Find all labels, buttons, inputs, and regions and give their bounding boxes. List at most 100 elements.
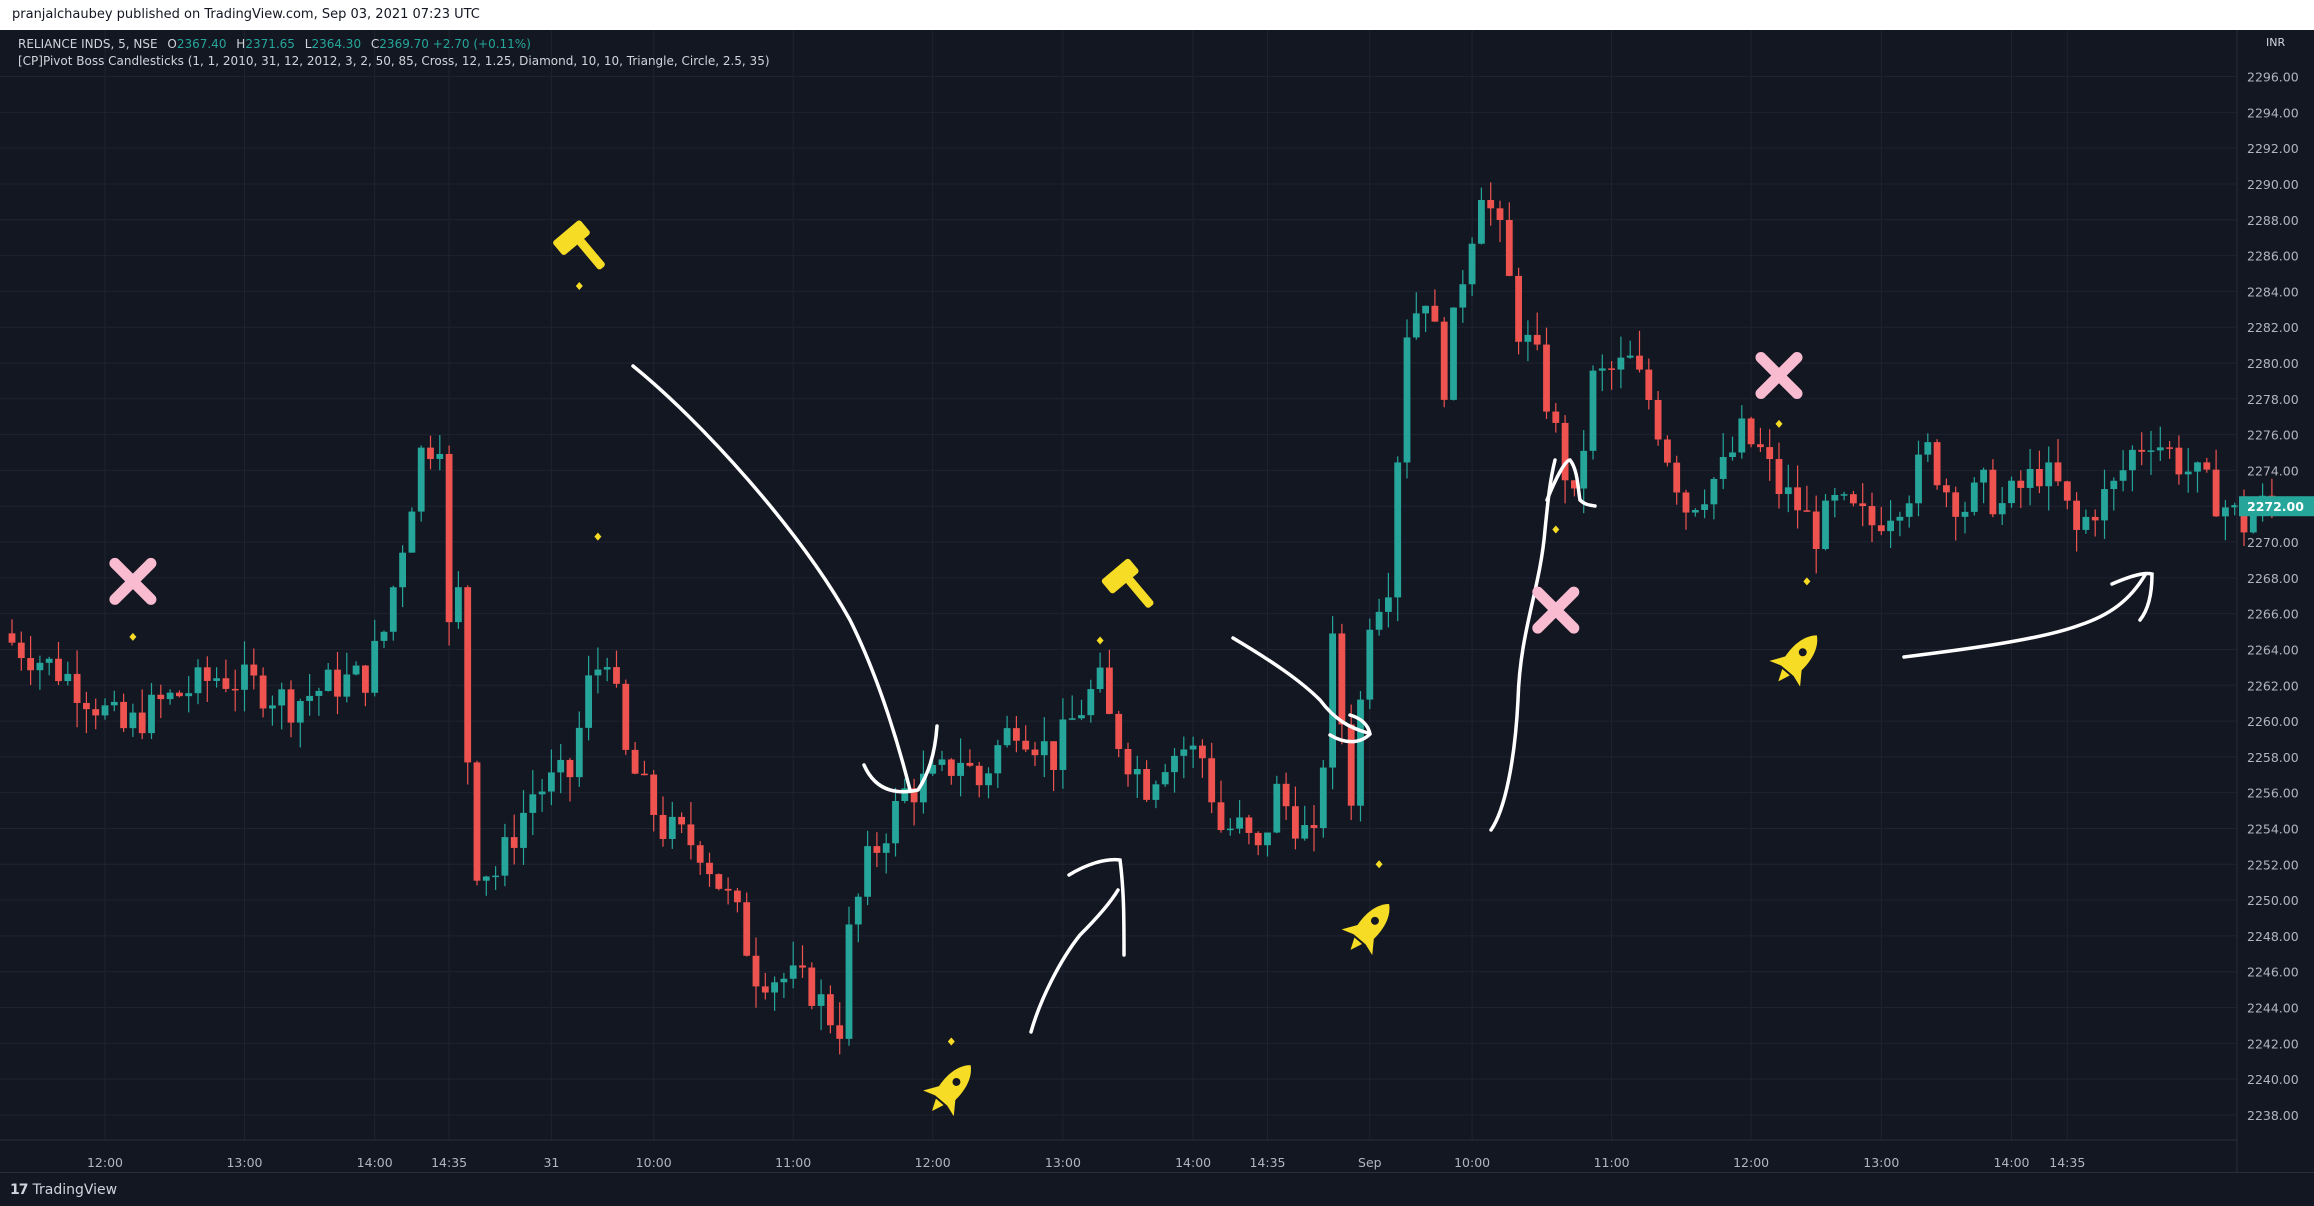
candle xyxy=(464,585,472,785)
candle xyxy=(817,979,825,1031)
cross-marker xyxy=(1755,352,1803,400)
candle xyxy=(259,667,267,718)
arrow-down-1 xyxy=(631,364,912,792)
price-tick-label: 2278.00 xyxy=(2247,392,2299,407)
candle xyxy=(752,937,760,1008)
candle xyxy=(1952,486,1960,541)
candle xyxy=(2166,440,2173,459)
candle xyxy=(1645,358,1653,410)
candle xyxy=(845,906,853,1046)
candle xyxy=(1319,759,1327,838)
diamond-marker xyxy=(1803,577,1811,586)
legend-symbol: RELIANCE INDS, 5, NSE xyxy=(18,37,158,51)
candle xyxy=(296,698,304,748)
time-tick-label: 14:00 xyxy=(1175,1155,1211,1170)
arrow-up-3-head xyxy=(2110,571,2154,622)
candle xyxy=(1133,755,1141,798)
price-tick-label: 2270.00 xyxy=(2247,535,2299,550)
candle xyxy=(1003,715,1011,748)
candle xyxy=(854,893,862,943)
candle xyxy=(1422,305,1429,333)
candle xyxy=(8,619,16,646)
tradingview-logo[interactable]: 17 TradingView xyxy=(10,1182,117,1198)
candle xyxy=(278,682,286,730)
candle xyxy=(380,630,388,648)
footer-bar: 17 TradingView xyxy=(0,1172,2314,1206)
candle xyxy=(1171,748,1178,793)
candle xyxy=(1654,390,1662,446)
candlestick-chart[interactable]: 2238.00 2240.00 2242.00 2244.00 2246.00 2248.… xyxy=(0,30,2314,1172)
cross-marker xyxy=(109,557,157,605)
diamond-marker xyxy=(947,1037,955,1046)
candle xyxy=(2073,492,2080,552)
chart-legend: RELIANCE INDS, 5, NSE O2367.40 H2371.65 … xyxy=(18,37,770,68)
candle xyxy=(2222,500,2229,541)
candle xyxy=(1673,455,1681,505)
candle xyxy=(1877,506,1885,536)
candle xyxy=(315,687,323,716)
price-tick-label: 2264.00 xyxy=(2247,642,2299,657)
candle xyxy=(241,641,248,712)
candle xyxy=(1831,487,1839,518)
candle xyxy=(194,659,202,705)
candle xyxy=(1282,772,1290,820)
cross-marker xyxy=(1532,586,1580,634)
candle xyxy=(1273,775,1281,834)
candles xyxy=(8,182,2276,1055)
candle xyxy=(1292,786,1299,850)
candle xyxy=(1115,710,1123,758)
candle xyxy=(1375,598,1383,636)
candle xyxy=(1589,365,1597,460)
candle xyxy=(64,661,72,686)
price-tick-label: 2294.00 xyxy=(2247,105,2299,120)
currency-label[interactable]: INR xyxy=(2264,36,2288,49)
candle xyxy=(966,749,974,768)
candle xyxy=(603,657,611,682)
hand-drawn-arrows xyxy=(631,364,2154,1034)
pivot-markers xyxy=(109,220,1818,1117)
candle xyxy=(250,648,258,690)
candle xyxy=(827,985,834,1034)
diamond-marker xyxy=(1375,860,1383,869)
candle xyxy=(761,972,769,1000)
candle xyxy=(1812,495,1820,574)
arrow-down-1-head xyxy=(862,724,939,794)
candle xyxy=(1059,698,1067,789)
candle xyxy=(2194,461,2201,493)
candle xyxy=(120,693,127,733)
time-tick-label: Sep xyxy=(1358,1155,1382,1170)
candle xyxy=(1533,312,1541,351)
candle xyxy=(2054,439,2062,486)
candle xyxy=(1961,501,1969,534)
candle xyxy=(2110,477,2118,511)
candle xyxy=(2082,509,2090,534)
last-price-label: 2272.00 xyxy=(2247,499,2304,514)
candle xyxy=(1794,465,1801,529)
candle xyxy=(938,750,946,772)
candle xyxy=(473,760,481,886)
candle xyxy=(306,674,313,716)
candle xyxy=(1970,477,1978,516)
candle xyxy=(1161,763,1169,787)
candle xyxy=(836,1002,844,1055)
arrow-up-2-head xyxy=(1545,458,1597,508)
price-tick-label: 2296.00 xyxy=(2247,70,2299,85)
candle xyxy=(83,691,90,734)
candle xyxy=(287,680,295,738)
candle xyxy=(1403,319,1411,479)
candle xyxy=(743,892,751,957)
candle xyxy=(1180,736,1188,779)
candle xyxy=(55,641,62,686)
candle xyxy=(334,651,341,715)
time-tick-label: 13:00 xyxy=(1045,1155,1081,1170)
candle xyxy=(2017,470,2025,509)
candle xyxy=(1738,405,1746,459)
candle xyxy=(1608,360,1615,390)
price-tick-label: 2250.00 xyxy=(2247,893,2299,908)
rocket-marker xyxy=(1769,635,1818,687)
candle xyxy=(101,698,109,720)
candle xyxy=(1719,433,1727,490)
candle xyxy=(45,656,53,676)
candle xyxy=(324,663,332,692)
candle xyxy=(808,962,816,1010)
